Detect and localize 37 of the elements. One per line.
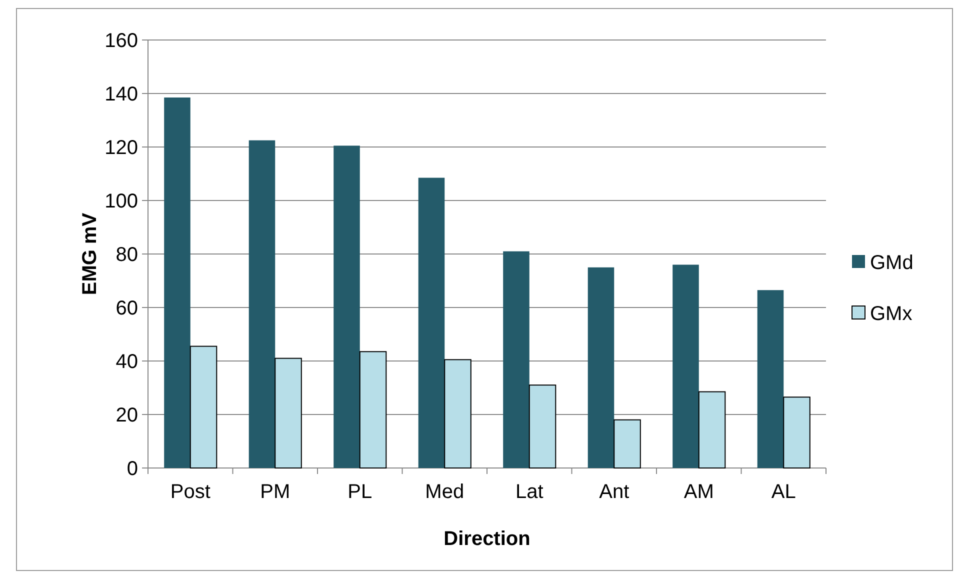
bar [528,384,556,468]
y-axis-title: EMG mV [79,212,101,296]
x-axis-title: Direction [444,528,530,550]
bar [503,251,530,468]
bar [614,419,641,468]
y-tick-label: 140 [104,84,138,106]
y-tick-label: 100 [104,190,138,212]
y-tick-label: 60 [116,298,138,320]
y-tick-label: 120 [104,137,138,159]
y-tick-label: 160 [104,30,138,52]
y-tick-label: 40 [116,351,138,373]
x-tick-label: PM [260,481,290,503]
legend-label: GMx [870,303,912,325]
bar [248,140,276,468]
bar [164,98,190,468]
bar [418,178,445,468]
y-tick-label: 80 [116,244,138,266]
bar [783,396,810,468]
x-tick-label: Ant [599,481,630,503]
x-tick-label: Med [425,481,464,503]
y-tick-label: 0 [126,458,138,480]
bar [757,290,784,468]
legend-label: GMd [870,252,914,274]
x-tick-label: AL [771,481,796,503]
x-tick-label: Post [170,481,211,503]
bar [698,391,726,468]
x-tick-label: PL [348,481,372,503]
y-tick-label: 20 [116,404,138,426]
x-tick-label: Lat [515,481,544,503]
bar [588,267,614,468]
bar [334,146,360,468]
bar [444,359,472,468]
x-tick-label: AM [684,481,714,503]
bar [672,264,699,468]
bar [274,358,302,468]
bar [190,346,218,468]
bar [359,351,387,468]
